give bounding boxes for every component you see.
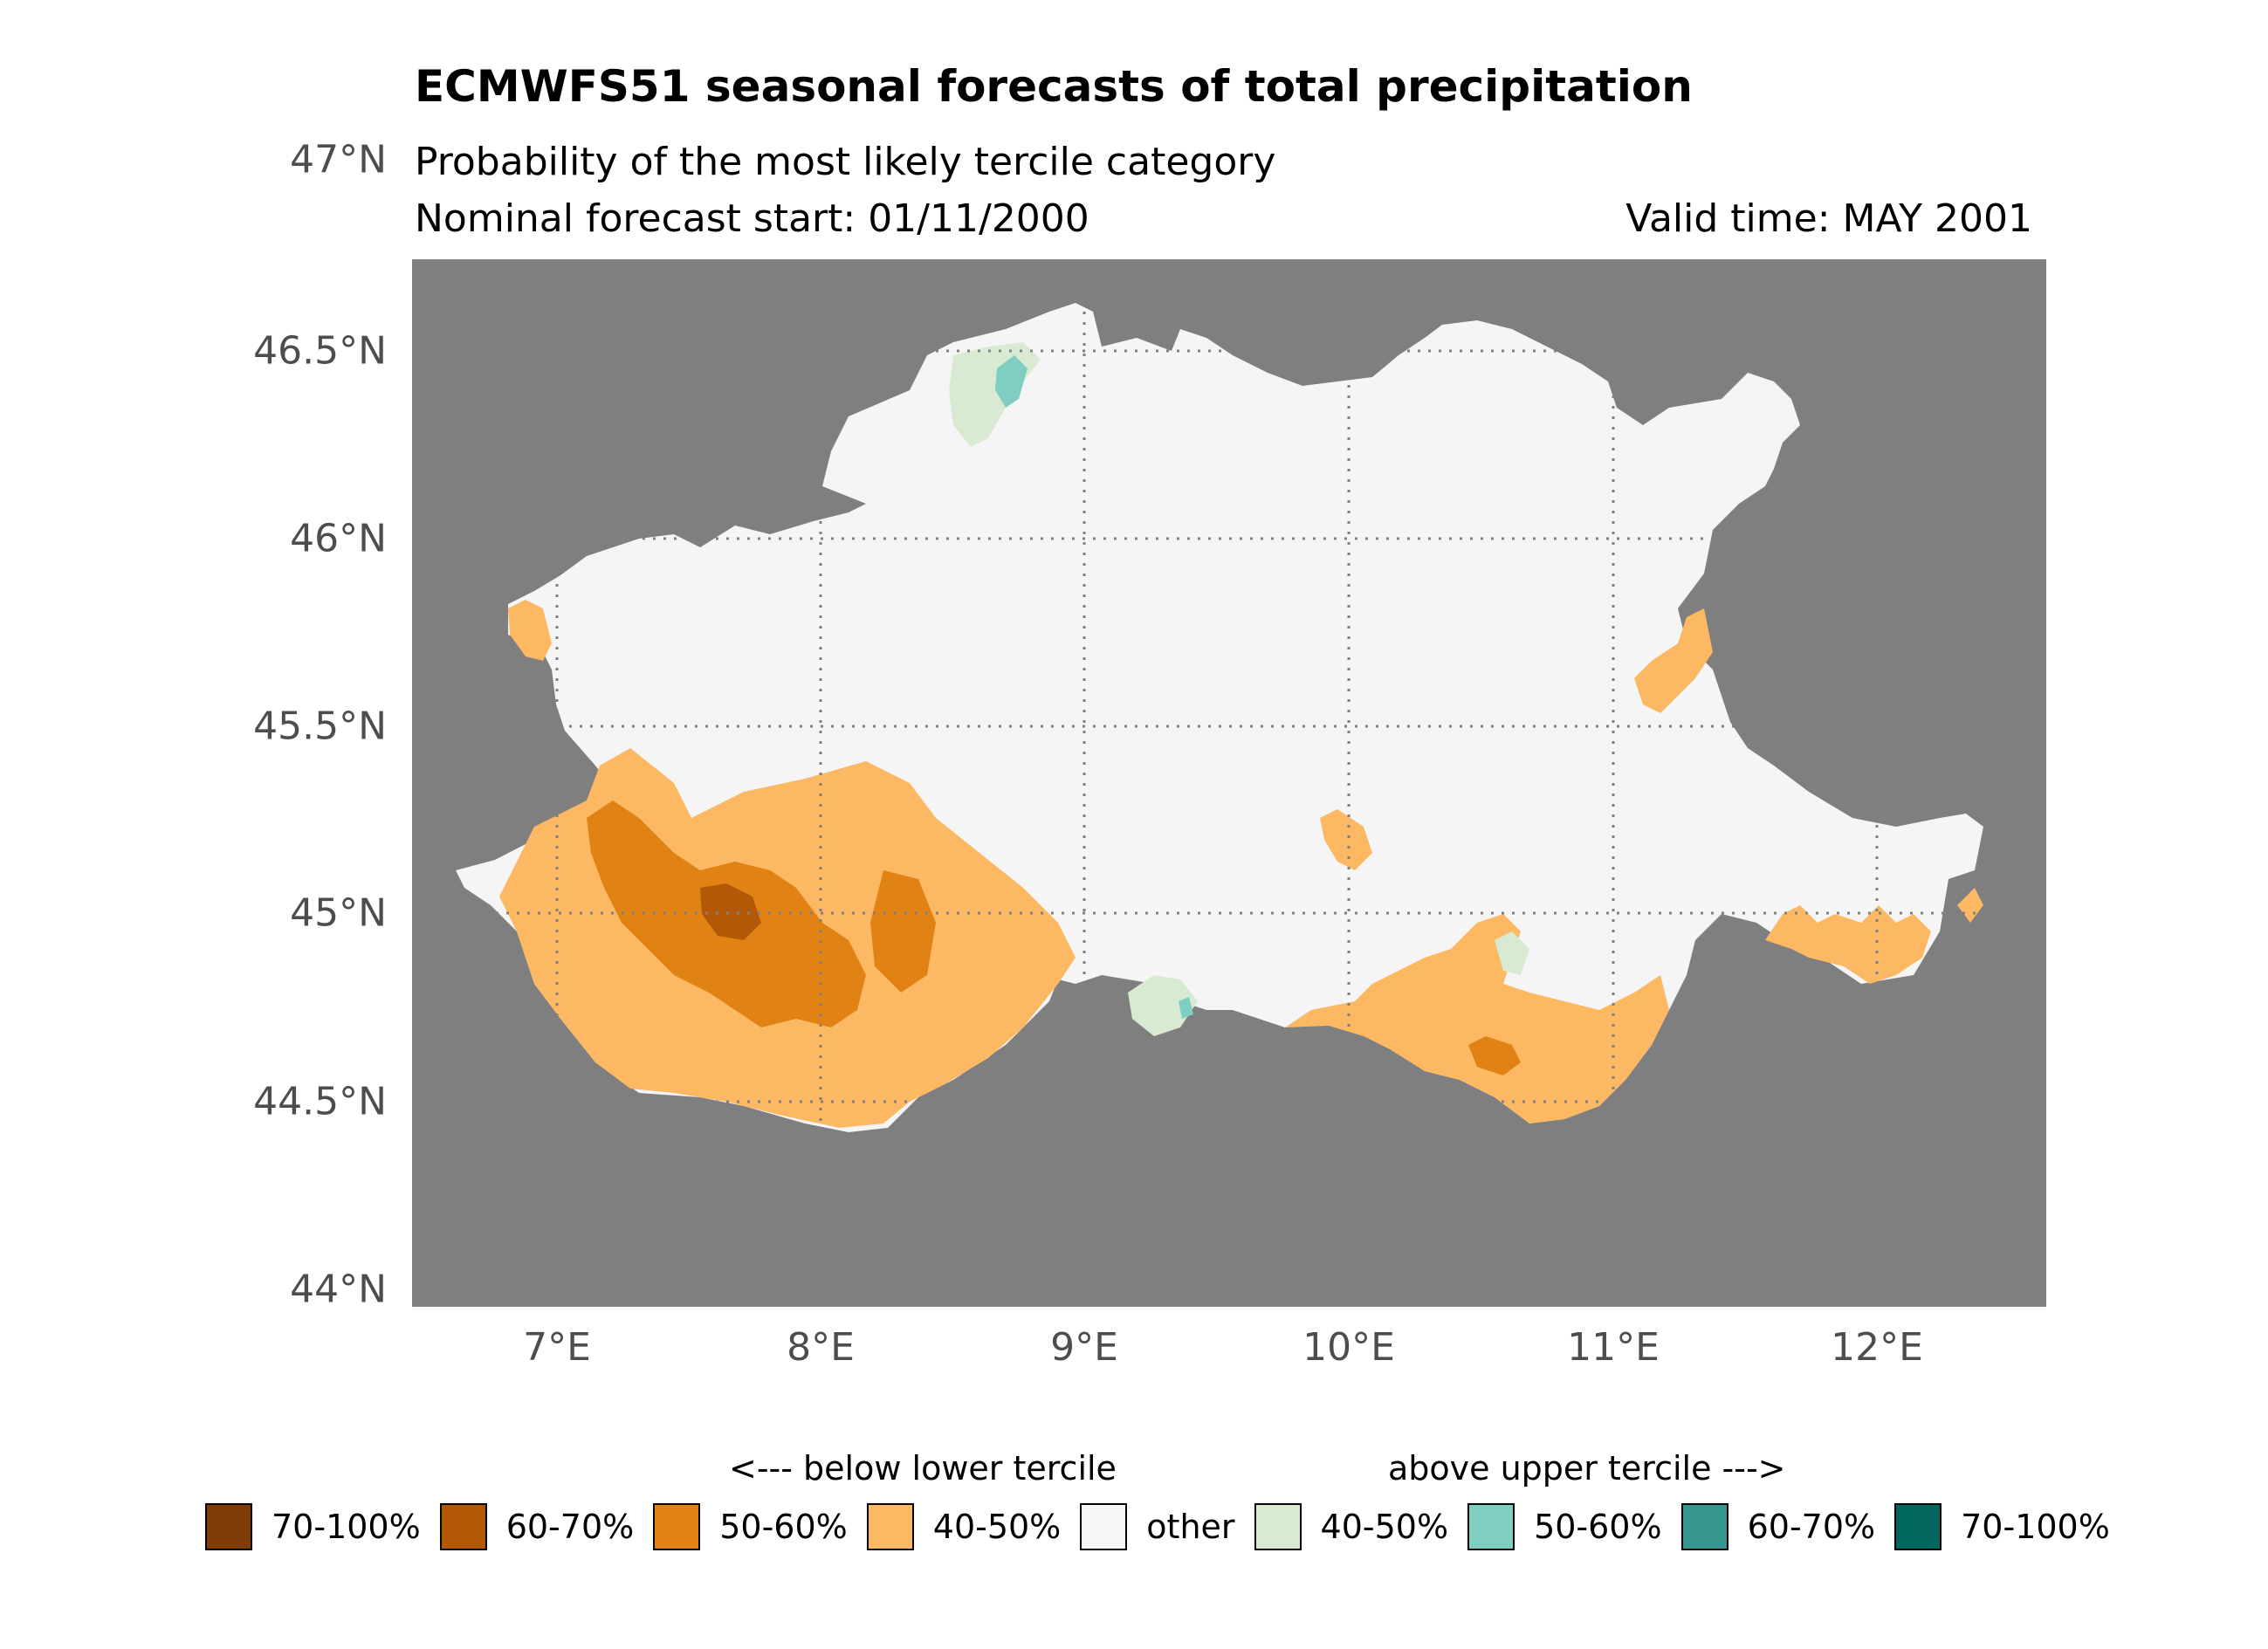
legend-swatch — [1680, 1503, 1728, 1550]
above-50-60-central — [1179, 997, 1193, 1019]
lat-label-47: 47°N — [290, 137, 387, 182]
legend-label: 40-50% — [1320, 1508, 1449, 1546]
below-50-60-south — [1468, 1036, 1521, 1075]
legend-swatch — [653, 1503, 701, 1550]
map-title: ECMWFS51 seasonal forecasts of total pre… — [415, 61, 1693, 112]
legend-swatch — [439, 1503, 487, 1550]
graticule — [412, 259, 2046, 1307]
legend-above-header: above upper tercile ---> — [1388, 1449, 1786, 1488]
lat-label-45-5: 45.5°N — [253, 704, 387, 749]
lon-label-7: 7°E — [523, 1325, 591, 1370]
legend-swatch — [1894, 1503, 1942, 1550]
legend-item: 40-50% — [1254, 1503, 1449, 1550]
above-40-50-east — [1495, 931, 1529, 975]
lon-label-9: 9°E — [1050, 1325, 1118, 1370]
valid-time: Valid time: MAY 2001 — [1625, 196, 2032, 241]
legend-item: 50-60% — [1467, 1503, 1662, 1550]
legend-label: other — [1146, 1508, 1235, 1546]
legend-swatch — [1080, 1503, 1128, 1550]
below-60-70-sw — [700, 883, 761, 940]
legend-swatch — [866, 1503, 914, 1550]
legend-item: 60-70% — [1680, 1503, 1876, 1550]
forecast-start: Nominal forecast start: 01/11/2000 — [415, 196, 1089, 241]
legend-swatch — [1467, 1503, 1515, 1550]
legend-swatch — [1254, 1503, 1302, 1550]
legend-label: 60-70% — [1747, 1508, 1876, 1546]
legend-item: other — [1080, 1503, 1235, 1550]
legend-item: 70-100% — [205, 1503, 421, 1550]
lon-label-12: 12°E — [1831, 1325, 1923, 1370]
legend: 70-100% 60-70% 50-60% 40-50% other 40-50… — [205, 1503, 2110, 1550]
lon-label-11: 11°E — [1567, 1325, 1660, 1370]
lat-label-46-5: 46.5°N — [253, 328, 387, 374]
forecast-map — [412, 259, 2046, 1307]
above-50-60-north — [995, 355, 1027, 408]
legend-item: 40-50% — [866, 1503, 1062, 1550]
below-40-50-east — [1765, 905, 1931, 984]
lat-label-44: 44°N — [290, 1267, 387, 1312]
below-50-60-sw-east — [870, 870, 936, 993]
legend-item: 60-70% — [439, 1503, 635, 1550]
lat-label-45: 45°N — [290, 890, 387, 936]
lon-label-10: 10°E — [1302, 1325, 1395, 1370]
lon-label-8: 8°E — [787, 1325, 855, 1370]
legend-label: 50-60% — [719, 1508, 848, 1546]
legend-label: 70-100% — [271, 1508, 421, 1546]
below-40-50-south — [1285, 914, 1669, 1123]
legend-swatch — [205, 1503, 252, 1550]
legend-label: 40-50% — [932, 1508, 1062, 1546]
lat-label-44-5: 44.5°N — [253, 1079, 387, 1124]
legend-item: 70-100% — [1894, 1503, 2110, 1550]
below-40-50-central-east — [1320, 809, 1372, 870]
legend-item: 50-60% — [653, 1503, 848, 1550]
map-subtitle: Probability of the most likely tercile c… — [415, 140, 1276, 184]
legend-label: 50-60% — [1534, 1508, 1662, 1546]
below-40-50-nw-patch — [508, 600, 552, 661]
legend-label: 70-100% — [1961, 1508, 2110, 1546]
legend-label: 60-70% — [505, 1508, 635, 1546]
below-40-50-northeast — [1634, 608, 1713, 713]
above-40-50-central — [1128, 975, 1198, 1036]
lat-label-46: 46°N — [290, 516, 387, 561]
legend-below-header: <--- below lower tercile — [729, 1449, 1117, 1488]
